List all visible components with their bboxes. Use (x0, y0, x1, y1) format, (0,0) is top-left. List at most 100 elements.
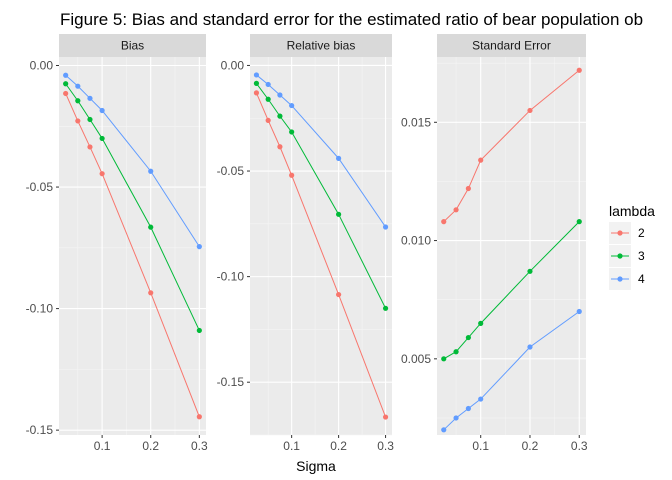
y-tick-label: 0.00 (30, 59, 54, 73)
facet-strip (59, 34, 206, 57)
data-point-lambda-3 (382, 305, 389, 311)
series-line-lambda-3 (65, 83, 200, 331)
data-point-lambda-3 (336, 211, 342, 217)
data-point-lambda-3 (453, 349, 459, 355)
data-point-lambda-3 (576, 219, 582, 225)
x-tick-label: 0.3 (191, 439, 208, 453)
series-line-lambda-2 (255, 92, 387, 418)
data-point-lambda-4 (75, 83, 81, 89)
data-point-lambda-2 (277, 144, 283, 150)
data-point-lambda-2 (196, 414, 202, 420)
data-point-lambda-2 (382, 414, 389, 420)
legend: lambda 2 3 4 (609, 203, 655, 290)
data-point-lambda-4 (87, 95, 93, 101)
facet-strip-label: Relative bias (287, 39, 356, 53)
legend-key-point (617, 230, 623, 236)
legend-label: 2 (638, 226, 645, 240)
y-tick-label: 0.005 (401, 352, 431, 366)
data-point-lambda-3 (99, 135, 105, 142)
legend-label: 3 (638, 249, 645, 263)
series-line-lambda-4 (443, 311, 580, 431)
data-point-lambda-2 (336, 291, 342, 298)
data-point-lambda-3 (63, 81, 69, 87)
data-point-lambda-3 (148, 224, 154, 230)
x-tick-label: 0.2 (142, 439, 159, 453)
data-point-lambda-2 (99, 171, 105, 177)
y-tick-label: -0.05 (217, 164, 245, 178)
legend-title: lambda (609, 203, 655, 219)
data-point-lambda-4 (441, 427, 447, 433)
y-tick-label: -0.15 (217, 375, 245, 389)
data-point-lambda-4 (99, 107, 105, 114)
data-point-lambda-4 (336, 155, 342, 161)
data-point-lambda-4 (465, 405, 471, 412)
data-point-lambda-3 (87, 116, 93, 123)
facet-panel: Relative bias 0.1 0.2 0.3 0.00 -0.05 -0.10 -0.1… (217, 34, 394, 453)
legend-label: 4 (638, 272, 645, 286)
data-point-lambda-3 (265, 96, 271, 102)
chart-title: Figure 5: Bias and standard error for th… (60, 10, 643, 29)
data-point-lambda-3 (196, 327, 202, 334)
data-point-lambda-3 (441, 356, 447, 362)
data-point-lambda-2 (289, 172, 295, 178)
data-point-lambda-3 (289, 129, 295, 135)
series-line-lambda-4 (65, 74, 200, 247)
data-point-lambda-4 (148, 168, 154, 174)
data-point-lambda-2 (478, 157, 484, 163)
data-point-lambda-3 (478, 320, 484, 326)
data-point-lambda-3 (465, 334, 471, 341)
x-tick-label: 0.1 (283, 439, 300, 453)
x-tick-label: 0.2 (522, 439, 539, 453)
y-tick-label: 0.015 (401, 115, 431, 129)
x-tick-label: 0.2 (330, 439, 347, 453)
data-point-lambda-4 (527, 344, 533, 350)
facet-panel: Standard Error 0.1 0.2 0.3 0.005 0.010 0.015 (401, 34, 588, 453)
data-point-lambda-4 (382, 224, 389, 230)
x-tick-label: 0.3 (571, 439, 588, 453)
data-point-lambda-4 (576, 308, 582, 315)
facet-strip (437, 34, 586, 57)
data-point-lambda-2 (87, 144, 93, 150)
panel-background (437, 57, 586, 435)
data-point-lambda-3 (277, 113, 283, 119)
y-tick-label: -0.10 (217, 270, 245, 284)
series-line-lambda-3 (256, 83, 387, 309)
data-point-lambda-3 (527, 268, 533, 274)
data-point-lambda-4 (289, 102, 295, 109)
data-point-lambda-4 (253, 72, 260, 78)
y-tick-label: 0.010 (401, 234, 431, 248)
x-tick-label: 0.1 (472, 439, 489, 453)
data-point-lambda-2 (253, 90, 260, 96)
data-point-lambda-2 (148, 290, 154, 296)
data-point-lambda-4 (265, 81, 271, 88)
legend-key-point (617, 253, 623, 259)
data-point-lambda-2 (63, 90, 69, 97)
x-tick-label: 0.3 (377, 439, 394, 453)
x-tick-label: 0.1 (94, 439, 111, 453)
facet-strip-label: Standard Error (472, 39, 551, 53)
data-point-lambda-3 (75, 98, 81, 104)
data-point-lambda-2 (441, 219, 447, 225)
data-point-lambda-2 (465, 185, 471, 192)
data-point-lambda-2 (576, 67, 582, 73)
data-point-lambda-4 (277, 92, 283, 98)
data-point-lambda-4 (63, 72, 69, 78)
data-point-lambda-2 (527, 107, 533, 114)
data-point-lambda-4 (196, 244, 202, 250)
series-line-lambda-2 (65, 93, 200, 417)
y-tick-label: -0.05 (26, 180, 54, 194)
data-point-lambda-4 (453, 415, 459, 421)
data-point-lambda-2 (453, 207, 459, 213)
y-tick-label: -0.15 (26, 423, 54, 437)
y-tick-label: -0.10 (26, 302, 54, 316)
x-axis-title: Sigma (296, 458, 336, 474)
facet-strip (250, 34, 392, 57)
data-point-lambda-2 (75, 118, 81, 124)
facet-panel: Bias 0.1 0.2 0.3 0.00 -0.05 -0.10 -0.15 (26, 34, 208, 453)
y-tick-label: 0.00 (221, 58, 245, 72)
data-point-lambda-3 (253, 80, 260, 86)
data-point-lambda-4 (478, 396, 484, 402)
facet-strip-label: Bias (121, 39, 144, 53)
